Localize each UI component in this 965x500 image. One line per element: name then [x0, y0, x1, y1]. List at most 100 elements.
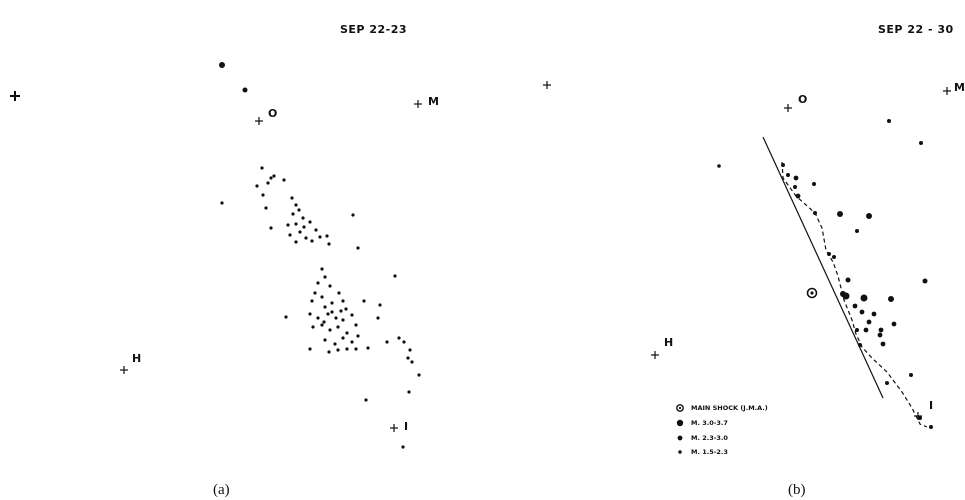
station-h-marker — [120, 366, 128, 374]
epicenter-dot — [290, 196, 294, 200]
epicenter-dot — [813, 211, 817, 215]
epicenter-dot — [266, 181, 270, 185]
epicenter-dot — [264, 206, 268, 210]
station-m-marker — [414, 100, 422, 108]
epicenter-dot — [842, 292, 850, 300]
panel-b-epicenters — [717, 119, 933, 429]
epicenter-dot — [323, 275, 327, 279]
epicenter-dot — [406, 356, 410, 360]
epicenter-dot — [255, 184, 259, 188]
panel-b-caption: (b) — [788, 482, 806, 498]
epicenter-dot — [356, 246, 360, 250]
station-m-label-b: M — [954, 81, 965, 94]
epicenter-dot — [301, 216, 305, 220]
epicenter-dot — [401, 445, 405, 449]
epicenter-dot — [242, 87, 248, 93]
epicenter-dot — [320, 323, 324, 327]
epicenter-dot — [325, 234, 329, 238]
epicenter-dot — [364, 398, 368, 402]
epicenter-dot — [855, 229, 859, 233]
station-m-label-a: M — [428, 95, 439, 108]
epicenter-dot — [336, 325, 340, 329]
epicenter-dot — [827, 252, 831, 256]
epicenter-dot — [328, 328, 332, 332]
epicenter-dot — [878, 327, 884, 333]
epicenter-dot — [378, 303, 382, 307]
legend-item-m23-30: M. 2.3-3.0 — [677, 434, 728, 442]
epicenter-dot — [310, 239, 314, 243]
epicenter-dot — [326, 312, 330, 316]
epicenter-dot — [837, 211, 843, 217]
epicenter-dot — [294, 203, 298, 207]
epicenter-dot — [918, 416, 922, 420]
main-shock-marker — [806, 287, 818, 299]
panel-a: SEP 22-23 O M H I — [10, 23, 439, 498]
panel-a-title: SEP 22-23 — [340, 23, 407, 36]
epicenter-dot — [859, 309, 865, 315]
epicenter-dot — [351, 213, 355, 217]
epicenter-dot — [328, 284, 332, 288]
epicenter-dot — [297, 208, 301, 212]
fault-trend-line — [762, 136, 884, 399]
panel-a-caption: (a) — [213, 482, 230, 498]
epicenter-dot — [852, 303, 858, 309]
epicenter-dot — [860, 294, 868, 302]
station-o-marker-b — [784, 104, 792, 112]
epicenter-dot — [408, 348, 412, 352]
epicenter-dot — [330, 301, 334, 305]
station-h-label-a: H — [132, 352, 141, 365]
epicenter-dot — [294, 240, 298, 244]
station-h-label-b: H — [664, 336, 673, 349]
epicenter-dot — [311, 325, 315, 329]
legend-label-m23-30: M. 2.3-3.0 — [691, 434, 728, 442]
station-i-label-a: I — [404, 420, 408, 433]
epicenter-dot — [354, 347, 358, 351]
reference-cross-b — [543, 81, 551, 89]
epicenter-dot — [887, 119, 891, 123]
epicenter-dot — [812, 182, 816, 186]
epicenter-dot — [376, 316, 380, 320]
legend-label-main-shock: MAIN SHOCK (J.M.A.) — [691, 404, 768, 412]
epicenter-dot — [410, 360, 414, 364]
epicenter-dot — [909, 373, 913, 377]
epicenter-dot — [356, 334, 360, 338]
epicenter-dot — [397, 336, 401, 340]
epicenter-dot — [341, 336, 345, 340]
station-i-marker — [390, 424, 398, 432]
epicenter-dot — [880, 341, 886, 347]
epicenter-dot — [320, 267, 324, 271]
magnitude-legend: MAIN SHOCK (J.M.A.) M. 3.0-3.7 M. 2.3-3.… — [676, 404, 768, 456]
epicenter-dot — [313, 291, 317, 295]
legend-item-m15-23: M. 1.5-2.3 — [678, 448, 728, 456]
epicenter-dot — [786, 173, 790, 177]
epicenter-dot — [385, 340, 389, 344]
epicenter-dot — [393, 274, 397, 278]
station-o-label-b: O — [798, 93, 807, 106]
epicenter-dot — [323, 305, 327, 309]
epicenter-dot — [284, 315, 288, 319]
epicenter-dot — [302, 225, 306, 229]
epicenter-dot — [333, 342, 337, 346]
station-o-marker — [255, 117, 263, 125]
epicenter-dot — [781, 163, 785, 167]
epicenter-dot — [220, 201, 224, 205]
epicenter-dot — [314, 228, 318, 232]
epicenter-dot — [417, 373, 421, 377]
epicenter-dot — [260, 166, 264, 170]
epicenter-dot — [337, 291, 341, 295]
epicenter-dot — [320, 295, 324, 299]
epicenter-dot — [327, 242, 331, 246]
epicenter-dot — [316, 281, 320, 285]
station-m-marker-b — [943, 87, 951, 95]
epicenter-dot — [793, 185, 797, 189]
epicenter-dot — [795, 193, 801, 199]
epicenter-dot — [316, 316, 320, 320]
epicenter-dot — [717, 164, 721, 168]
station-o-label-a: O — [268, 107, 277, 120]
epicenter-dot — [922, 278, 928, 284]
epicenter-dot — [219, 62, 225, 68]
station-i-label-b: I — [929, 399, 933, 412]
epicenter-dot — [832, 255, 836, 259]
epicenter-dot — [858, 343, 862, 347]
epicenter-dot — [350, 340, 354, 344]
